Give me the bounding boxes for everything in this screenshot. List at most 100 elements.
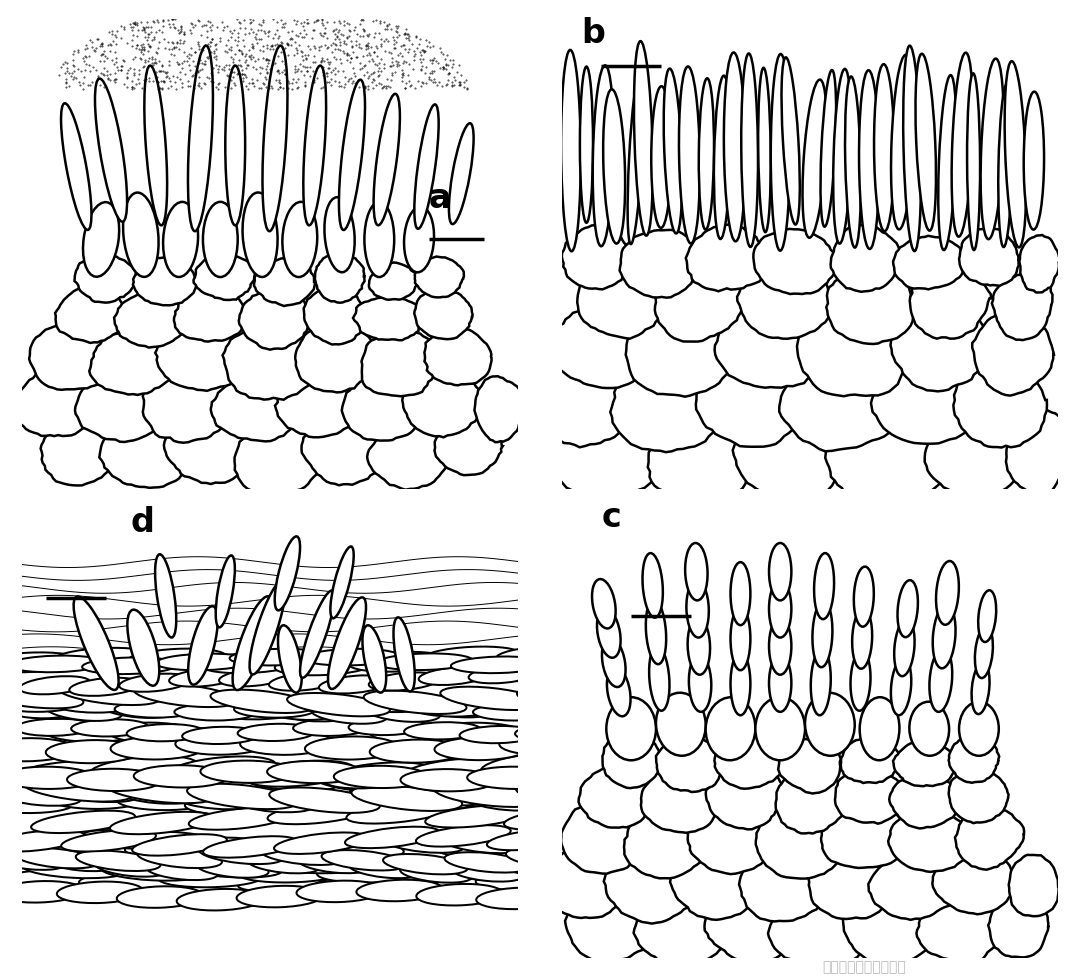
Ellipse shape — [699, 79, 714, 231]
Ellipse shape — [449, 124, 474, 225]
Ellipse shape — [110, 812, 214, 834]
Ellipse shape — [125, 841, 227, 859]
Ellipse shape — [606, 867, 703, 887]
Ellipse shape — [187, 784, 298, 810]
Polygon shape — [222, 323, 314, 400]
Ellipse shape — [771, 55, 791, 251]
Ellipse shape — [300, 591, 335, 678]
Ellipse shape — [814, 554, 834, 619]
Polygon shape — [415, 291, 473, 339]
Ellipse shape — [117, 791, 210, 811]
Ellipse shape — [597, 608, 621, 658]
Ellipse shape — [353, 696, 434, 712]
Polygon shape — [156, 321, 244, 391]
Polygon shape — [670, 845, 760, 920]
Polygon shape — [686, 225, 768, 292]
Ellipse shape — [522, 700, 599, 722]
Ellipse shape — [134, 766, 229, 787]
Ellipse shape — [297, 881, 383, 903]
Ellipse shape — [54, 648, 152, 668]
Ellipse shape — [416, 884, 503, 906]
Ellipse shape — [57, 881, 144, 903]
Ellipse shape — [505, 848, 591, 868]
Ellipse shape — [274, 537, 300, 610]
Ellipse shape — [687, 581, 708, 638]
Ellipse shape — [282, 202, 318, 278]
Ellipse shape — [151, 692, 229, 714]
Polygon shape — [620, 231, 702, 298]
Ellipse shape — [851, 651, 870, 711]
Polygon shape — [825, 417, 945, 511]
Ellipse shape — [67, 769, 162, 791]
Polygon shape — [143, 368, 228, 443]
Polygon shape — [532, 349, 635, 448]
Polygon shape — [888, 810, 972, 872]
Ellipse shape — [269, 787, 380, 813]
Polygon shape — [624, 807, 712, 878]
Polygon shape — [715, 305, 826, 388]
Ellipse shape — [568, 673, 639, 691]
Ellipse shape — [132, 834, 227, 856]
Ellipse shape — [323, 838, 404, 857]
Ellipse shape — [230, 649, 325, 666]
Ellipse shape — [117, 886, 203, 908]
Ellipse shape — [805, 693, 854, 756]
Ellipse shape — [44, 699, 122, 721]
Polygon shape — [648, 416, 751, 507]
Ellipse shape — [891, 56, 914, 230]
Ellipse shape — [48, 840, 149, 858]
Polygon shape — [954, 359, 1047, 448]
Ellipse shape — [201, 761, 295, 783]
Ellipse shape — [18, 773, 119, 795]
Ellipse shape — [183, 727, 259, 744]
Ellipse shape — [83, 203, 119, 278]
Polygon shape — [826, 268, 913, 344]
Ellipse shape — [23, 777, 133, 802]
Polygon shape — [739, 851, 829, 921]
Ellipse shape — [180, 859, 282, 877]
Polygon shape — [891, 306, 991, 392]
Ellipse shape — [536, 886, 623, 908]
Ellipse shape — [258, 855, 361, 873]
Polygon shape — [16, 369, 96, 436]
Ellipse shape — [903, 47, 921, 252]
Ellipse shape — [318, 864, 421, 882]
Ellipse shape — [87, 695, 178, 715]
Polygon shape — [362, 331, 440, 397]
Ellipse shape — [0, 697, 69, 719]
Ellipse shape — [298, 855, 370, 873]
Polygon shape — [415, 257, 464, 298]
Ellipse shape — [404, 723, 482, 739]
Ellipse shape — [377, 653, 473, 670]
Ellipse shape — [481, 753, 590, 779]
Ellipse shape — [328, 598, 366, 689]
Ellipse shape — [593, 67, 613, 247]
Ellipse shape — [260, 845, 345, 866]
Ellipse shape — [238, 864, 342, 882]
Polygon shape — [275, 372, 367, 438]
Ellipse shape — [598, 787, 708, 813]
Polygon shape — [640, 769, 721, 833]
Ellipse shape — [930, 648, 953, 712]
Polygon shape — [831, 226, 901, 292]
Ellipse shape — [203, 202, 238, 278]
Ellipse shape — [281, 848, 382, 867]
Ellipse shape — [83, 830, 164, 849]
Ellipse shape — [127, 610, 159, 686]
Ellipse shape — [303, 728, 395, 748]
Ellipse shape — [119, 674, 190, 692]
Ellipse shape — [350, 786, 431, 806]
Ellipse shape — [319, 676, 390, 693]
Polygon shape — [870, 357, 981, 444]
Polygon shape — [90, 330, 183, 395]
Ellipse shape — [359, 845, 460, 863]
Ellipse shape — [416, 825, 511, 847]
Polygon shape — [565, 889, 657, 961]
Ellipse shape — [476, 888, 563, 910]
Polygon shape — [579, 767, 651, 827]
Ellipse shape — [165, 773, 266, 795]
Polygon shape — [797, 304, 909, 397]
Ellipse shape — [164, 867, 260, 887]
Ellipse shape — [137, 848, 221, 868]
Ellipse shape — [714, 76, 730, 240]
